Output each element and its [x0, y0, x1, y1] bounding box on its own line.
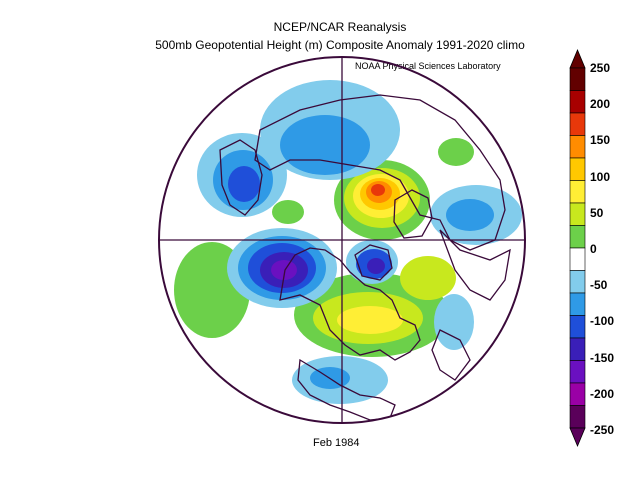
colorbar-tick-label: -200: [590, 386, 615, 401]
map-boundary: [158, 56, 526, 424]
positive-anomaly-northeast: [438, 138, 474, 166]
colorbar-tick-label: -250: [590, 423, 615, 437]
positive-anomaly-peak: [337, 306, 403, 334]
east-l2: [446, 199, 494, 231]
colorbar-tick-label: 150: [590, 133, 611, 148]
colorbar-tick-label: -100: [590, 314, 615, 329]
colorbar-swatch: [569, 270, 586, 294]
colorbar-swatch: [569, 135, 586, 159]
colorbar-min-arrow: [569, 427, 586, 448]
nw-l3: [228, 166, 260, 202]
coast-asia-east: [219, 139, 263, 216]
arctic-l6: [371, 184, 385, 196]
colorbar-swatch: [569, 67, 586, 91]
chart-subtitle: 500mb Geopotential Height (m) Composite …: [155, 38, 525, 52]
hud-l3: [367, 258, 385, 274]
colorbar-swatch: [569, 202, 586, 226]
colorbar-swatch: [569, 360, 586, 384]
colorbar-swatch: [569, 180, 586, 204]
positive-anomaly-east-small: [272, 200, 304, 224]
date-label: Feb 1984: [313, 437, 360, 449]
pac-l5: [271, 260, 297, 280]
colorbar-swatch: [569, 90, 586, 114]
coast-africa: [431, 329, 471, 381]
credit-label: NOAA Physical Sciences Laboratory: [355, 61, 501, 71]
coast-hudson: [354, 244, 393, 281]
colorbar-tick-label: 250: [590, 61, 611, 75]
colorbar-tick-label: 0: [590, 242, 597, 256]
positive-anomaly-east: [400, 256, 456, 300]
colorbar-tick-label: -150: [590, 350, 615, 365]
colorbar-tick-label: 100: [590, 169, 611, 184]
colorbar-tick-label: 50: [590, 205, 604, 220]
coast-eurasia: [254, 94, 506, 251]
anomaly-fields: [174, 80, 522, 404]
colorbar-swatch: [569, 382, 586, 406]
negative-anomaly-atlantic: [434, 294, 474, 350]
colorbar-swatch: [569, 292, 586, 316]
colorbar-swatch: [569, 315, 586, 339]
colorbar-swatch: [569, 112, 586, 136]
coast-north-america: [279, 247, 421, 361]
colorbar-swatch: [569, 225, 586, 249]
coast-greenland: [393, 189, 433, 239]
colorbar-swatch: [569, 157, 586, 181]
chart-title: NCEP/NCAR Reanalysis: [273, 20, 407, 34]
colorbar-swatch: [569, 247, 586, 271]
colorbar-max-arrow: [569, 48, 586, 69]
colorbar-swatch: [569, 337, 586, 361]
coast-europe: [439, 229, 511, 301]
colorbar-tick-label: -50: [590, 278, 608, 293]
colorbar: [569, 48, 586, 448]
colorbar-tick-label: 200: [590, 97, 611, 112]
colorbar-swatch: [569, 405, 586, 429]
